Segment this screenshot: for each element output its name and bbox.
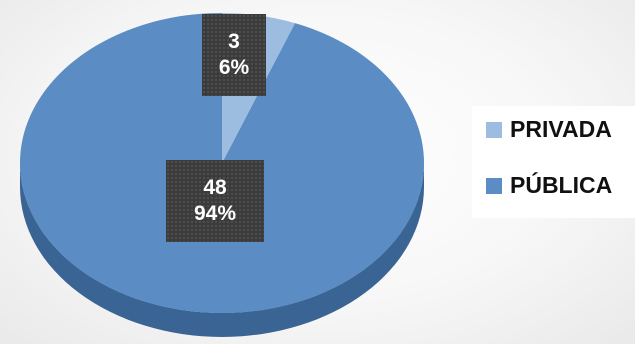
data-label-publica-value: 48: [203, 176, 227, 199]
legend-label-privada: PRIVADA: [510, 116, 612, 142]
legend-item-publica: PÚBLICA: [486, 172, 612, 199]
data-label-privada-value: 3: [228, 30, 240, 53]
data-label-publica-percent: 94%: [193, 202, 237, 225]
data-label-publica: 48 94%: [166, 160, 264, 242]
chart-legend: PRIVADA PÚBLICA: [472, 106, 635, 218]
legend-swatch-publica: [486, 177, 502, 194]
data-label-privada-percent: 6%: [218, 56, 250, 79]
legend-swatch-privada: [486, 121, 502, 138]
legend-label-publica: PÚBLICA: [510, 172, 613, 198]
pie-side-publica: [20, 163, 424, 337]
data-label-privada: 3 6%: [202, 14, 266, 96]
legend-item-privada: PRIVADA: [486, 116, 612, 143]
